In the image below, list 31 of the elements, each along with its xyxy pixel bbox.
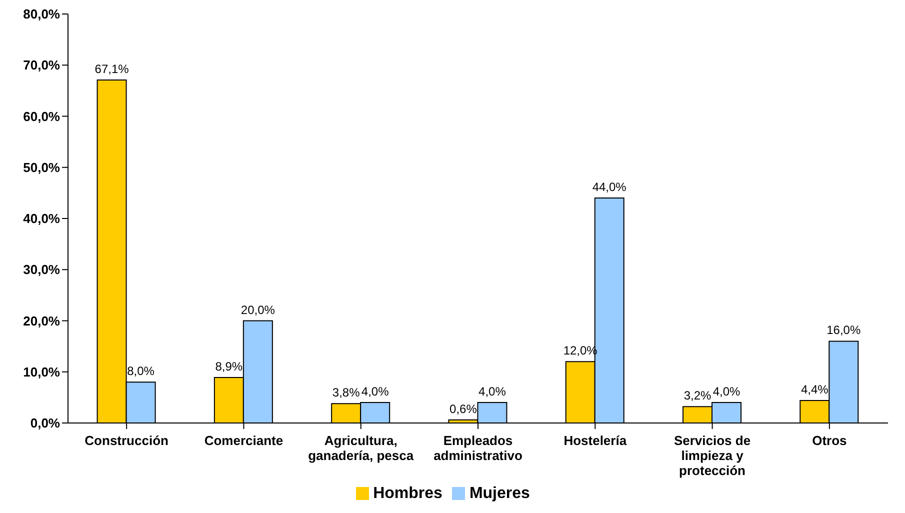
data-label: 67,1% [94,62,130,76]
data-label: 4,0% [361,384,390,399]
legend-label: Mujeres [469,485,530,502]
data-label: 3,2% [684,388,712,403]
data-label: 20,0% [240,302,276,317]
legend-label: Hombres [373,485,442,502]
y-tick-label: 20,0% [23,313,60,328]
y-tick-label: 60,0% [23,108,60,124]
x-tick-label: Agricultura, ganadería, pesca [308,433,414,463]
y-tick-label: 40,0% [23,211,60,226]
data-label: 4,0% [712,384,740,399]
data-label: 8,9% [215,360,243,374]
x-tick-label: Construcción [84,433,169,448]
y-tick-label: 10,0% [23,364,60,380]
y-tick-label: 0,0% [30,416,60,431]
data-label: 4,0% [478,384,506,399]
x-tick-label: Empleados administrativo [434,433,522,463]
data-label: 0,6% [450,402,478,416]
x-tick-label: Servicios de limpieza y protección [674,433,751,478]
data-label: 8,0% [127,364,155,378]
y-tick-label: 50,0% [23,160,60,175]
data-label: 44,0% [592,180,627,194]
data-label: 3,8% [332,386,360,400]
x-tick-label: Comerciante [204,433,284,448]
x-tick-label: Otros [812,433,847,448]
y-tick-label: 80,0% [23,6,60,22]
data-label: 4,4% [800,382,829,397]
y-tick-label: 30,0% [23,262,60,278]
y-tick-label: 70,0% [23,58,60,73]
x-tick-label: Hostelería [564,433,628,448]
data-label: 16,0% [826,323,861,338]
